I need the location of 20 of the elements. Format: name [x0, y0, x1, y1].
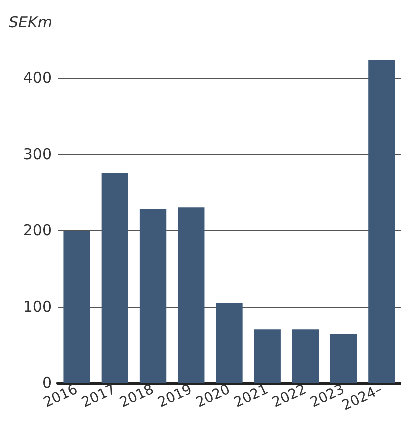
x-tick-label: 2021: [232, 382, 271, 412]
x-tick-label: 2020: [194, 382, 233, 412]
y-tick-label: 200: [23, 222, 52, 240]
x-tick-label: 2018: [118, 382, 157, 412]
bar: [140, 209, 167, 383]
bar: [330, 334, 358, 383]
x-tick-label: 2019: [156, 382, 195, 412]
bar: [254, 330, 281, 383]
y-tick-label: 100: [23, 298, 52, 316]
bar: [64, 231, 90, 383]
bar: [178, 208, 205, 383]
y-axis-title: SEKm: [9, 14, 52, 32]
bar: [368, 60, 396, 383]
y-tick-label: 300: [23, 145, 52, 164]
x-tick-label: 2017: [80, 382, 119, 412]
y-tick-label: 400: [23, 69, 52, 88]
bar: [292, 330, 320, 383]
bar: [102, 173, 129, 383]
x-tick-label: 2022: [270, 382, 310, 412]
bar: [216, 302, 243, 383]
